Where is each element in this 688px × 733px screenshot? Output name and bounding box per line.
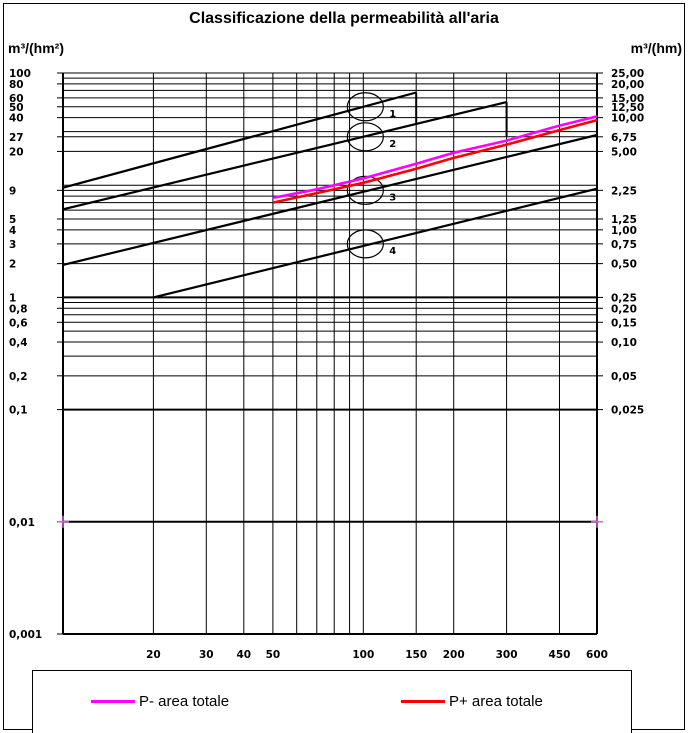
y-right-tick-label: 0,15 xyxy=(611,317,637,329)
class-line-2 xyxy=(62,101,507,211)
series-line-1 xyxy=(272,118,598,204)
x-tick-label: 450 xyxy=(549,649,571,661)
y-left-tick-label: 3 xyxy=(9,239,16,251)
y-right-tick-label: 5,00 xyxy=(611,146,637,158)
class-label-2: 2 xyxy=(389,139,396,150)
y-left-tick-label: 5 xyxy=(9,214,16,226)
y-left-tick-label: 50 xyxy=(9,102,24,114)
y-left-tick-label: 4 xyxy=(9,225,16,237)
y-left-tick-label: 0,4 xyxy=(9,337,28,349)
y-right-tick-label: 15,00 xyxy=(611,93,644,105)
x-tick-label: 30 xyxy=(199,649,214,661)
class-circle-3 xyxy=(346,175,384,205)
tick-labels: 1008060504027209543210,80,60,40,20,10,01… xyxy=(9,68,644,661)
legend-item-p-minus: P- area totale xyxy=(91,691,229,711)
y-left-tick-label: 27 xyxy=(9,132,24,144)
y-left-tick-label: 9 xyxy=(9,185,16,197)
y-right-tick-label: 6,75 xyxy=(611,132,637,144)
y-left-tick-label: 60 xyxy=(9,93,24,105)
y-left-unit: m³/(hm²) xyxy=(8,40,64,56)
y-right-tick-label: 12,50 xyxy=(611,102,644,114)
class-lines: 1 2 3 4 xyxy=(62,91,598,299)
legend-swatch-p-plus xyxy=(401,699,445,703)
x-tick-label: 50 xyxy=(266,649,281,661)
y-left-tick-label: 20 xyxy=(9,146,24,158)
legend-label-p-minus: P- area totale xyxy=(139,692,230,710)
y-right-tick-label: 0,025 xyxy=(611,405,644,417)
x-tick-label: 40 xyxy=(236,649,251,661)
class-label-3: 3 xyxy=(389,192,396,203)
y-right-tick-label: 0,20 xyxy=(611,303,637,315)
grid xyxy=(57,72,603,635)
y-left-tick-label: 0,8 xyxy=(9,303,28,315)
y-right-tick-label: 10,00 xyxy=(611,113,644,125)
legend: P- area totale P+ area totale xyxy=(32,670,632,733)
x-tick-label: 300 xyxy=(496,649,518,661)
x-tick-label: 150 xyxy=(405,649,427,661)
y-right-unit: m³/(hm) xyxy=(631,40,682,56)
series-line-0 xyxy=(272,115,598,200)
y-right-tick-label: 0,05 xyxy=(611,371,637,383)
y-right-tick-label: 0,10 xyxy=(611,337,637,349)
legend-swatch-p-minus xyxy=(91,699,135,703)
y-left-tick-label: 0,1 xyxy=(9,405,28,417)
y-left-tick-label: 0,01 xyxy=(9,517,35,529)
class-circle-4 xyxy=(346,229,384,259)
y-right-tick-label: 0,50 xyxy=(611,259,637,271)
y-left-tick-label: 0,001 xyxy=(9,629,42,641)
data-series xyxy=(57,115,603,528)
class-line-3 xyxy=(62,133,598,266)
class-circle-1 xyxy=(346,92,384,122)
class-label-1: 1 xyxy=(389,109,396,120)
y-right-tick-label: 20,00 xyxy=(611,79,644,91)
y-right-tick-label: 25,00 xyxy=(611,68,644,80)
y-left-tick-label: 80 xyxy=(9,79,24,91)
y-left-tick-label: 40 xyxy=(9,113,24,125)
y-left-tick-label: 0,2 xyxy=(9,371,28,383)
class-line-1 xyxy=(62,91,417,189)
x-tick-label: 200 xyxy=(443,649,465,661)
chart-title: Classificazione della permeabilità all'a… xyxy=(189,10,499,27)
y-right-tick-label: 1,00 xyxy=(611,225,637,237)
y-left-tick-label: 1 xyxy=(9,292,16,304)
class-label-4: 4 xyxy=(389,246,396,257)
class-line-4 xyxy=(153,187,598,299)
legend-label-p-plus: P+ area totale xyxy=(449,692,543,710)
y-left-tick-label: 100 xyxy=(9,68,31,80)
y-right-tick-label: 0,75 xyxy=(611,239,637,251)
legend-item-p-plus: P+ area totale xyxy=(401,691,543,711)
y-left-tick-label: 0,6 xyxy=(9,317,28,329)
class-circle-2 xyxy=(346,122,384,152)
y-right-tick-label: 0,25 xyxy=(611,292,637,304)
y-left-tick-label: 2 xyxy=(9,259,16,271)
x-tick-label: 20 xyxy=(146,649,161,661)
x-tick-label: 100 xyxy=(352,649,374,661)
y-right-tick-label: 1,25 xyxy=(611,214,637,226)
y-right-tick-label: 2,25 xyxy=(611,185,637,197)
x-tick-label: 600 xyxy=(586,649,608,661)
